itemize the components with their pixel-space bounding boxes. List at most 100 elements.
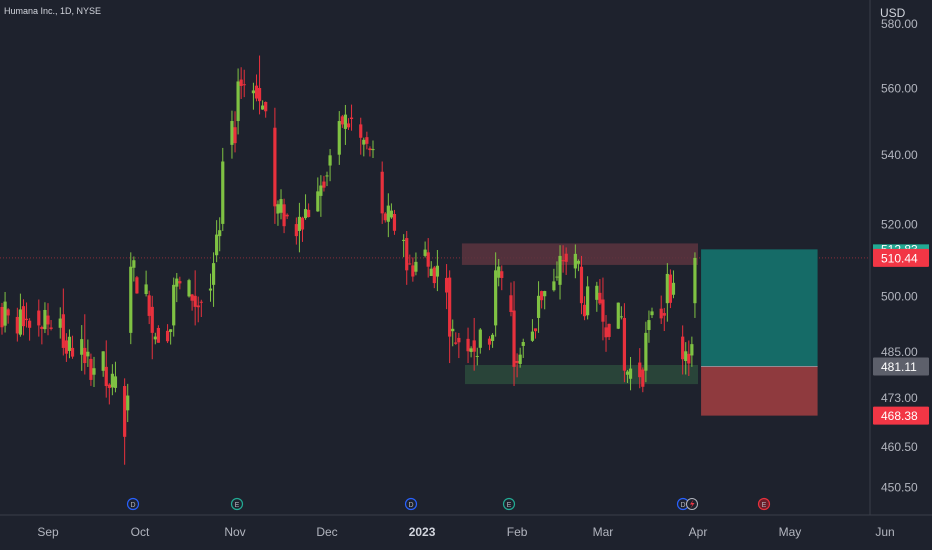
candle-body	[104, 366, 108, 387]
earnings-marker-label: E	[235, 502, 240, 509]
candle-body	[681, 336, 685, 360]
candle-body	[64, 340, 68, 354]
dividend-marker[interactable]: D	[404, 497, 418, 511]
candle-body	[380, 171, 384, 214]
target-price-badge-bg	[873, 244, 929, 250]
time-tick-label: Apr	[689, 525, 708, 539]
candle-body	[279, 199, 283, 213]
candle-body	[435, 265, 439, 277]
candle-body	[236, 81, 240, 122]
candle-body	[582, 304, 587, 317]
target-zone[interactable]	[701, 249, 818, 367]
candle-body	[579, 266, 584, 304]
candle-body	[392, 214, 397, 231]
candle-body	[273, 127, 277, 207]
candle-body	[558, 255, 562, 285]
candle-body	[264, 101, 268, 112]
candle-body	[150, 306, 154, 333]
candle-body	[650, 311, 654, 316]
candle-body	[389, 210, 393, 218]
currency-label[interactable]: USD	[880, 6, 906, 20]
stop-price-badge[interactable]: 468.38	[873, 406, 929, 425]
earnings-marker-label: E	[762, 502, 767, 509]
dividend-marker-circle	[404, 497, 418, 511]
candle-body	[641, 369, 645, 387]
stop-zone[interactable]	[701, 366, 818, 416]
candle-body	[690, 344, 694, 356]
symbol-title[interactable]: Humana Inc., 1D, NYSE	[4, 6, 102, 16]
candle-body	[552, 281, 556, 291]
current-price-badge[interactable]: 510.44	[873, 248, 929, 267]
time-tick-label: Sep	[37, 525, 59, 539]
candle-body	[300, 217, 305, 230]
candle-body	[319, 185, 323, 196]
candle-body	[411, 265, 415, 277]
position-tool[interactable]	[701, 249, 818, 416]
time-tick-label: Feb	[507, 525, 528, 539]
candle-body	[576, 260, 581, 264]
earnings-marker[interactable]: E	[230, 497, 244, 511]
candle-body	[110, 373, 114, 388]
candle-body	[343, 114, 348, 129]
candle-body	[365, 137, 369, 144]
time-tick-label: May	[779, 525, 802, 539]
candle-body	[144, 284, 148, 295]
candle-body	[28, 320, 32, 328]
candle-body	[607, 323, 611, 337]
candle-body	[147, 295, 151, 316]
candle-body	[132, 260, 136, 268]
target-price-badge[interactable]: 512.83	[873, 242, 929, 256]
candle-body	[107, 384, 111, 388]
candle-body	[190, 294, 194, 301]
current-price-badge-text: 510.44	[881, 251, 918, 265]
time-tick-label: Jun	[875, 525, 894, 539]
candle-body	[564, 253, 568, 262]
candle-body	[58, 318, 62, 328]
candle-body	[169, 329, 173, 332]
candle-body	[349, 117, 354, 120]
candle-body	[340, 116, 344, 125]
earnings-marker-circle	[757, 497, 771, 511]
current-price-badge-bg	[873, 248, 929, 267]
split-marker[interactable]	[686, 498, 698, 510]
candle-body	[21, 306, 26, 327]
candle-body	[478, 329, 482, 348]
candle-body	[156, 327, 160, 343]
candle-body	[126, 395, 130, 411]
candles-layer	[0, 55, 697, 465]
earnings-marker[interactable]: E	[502, 497, 516, 511]
candle-body	[647, 320, 651, 331]
time-tick-label: Nov	[224, 525, 245, 539]
candle-body	[239, 79, 243, 86]
candle-body	[325, 175, 329, 177]
candle-body	[15, 316, 19, 334]
candle-body	[555, 276, 559, 278]
candle-body	[490, 334, 495, 341]
entry-price-badge[interactable]: 481.11	[873, 357, 929, 376]
dividend-marker[interactable]: D	[126, 497, 140, 511]
candle-body	[595, 285, 599, 300]
candle-body	[687, 353, 691, 364]
candle-body	[285, 214, 289, 217]
candle-body	[18, 309, 23, 335]
candle-body	[129, 266, 133, 333]
earnings-marker[interactable]: E	[757, 497, 771, 511]
price-tick-label: 450.50	[881, 481, 918, 495]
candle-body	[601, 299, 605, 322]
dividend-marker-label: D	[130, 502, 135, 509]
candle-body	[165, 330, 170, 342]
price-tick-label: 540.00	[881, 148, 918, 162]
candle-body	[573, 253, 577, 269]
candle-body	[43, 309, 47, 330]
stop-price-badge-bg	[873, 406, 929, 425]
time-tick-label: Mar	[593, 525, 614, 539]
candle-body	[113, 376, 118, 388]
candle-body	[405, 238, 409, 271]
candle-body	[211, 263, 216, 285]
candle-body	[586, 286, 590, 316]
candle-body	[494, 270, 498, 326]
candle-body	[307, 209, 311, 218]
price-tick-label: 580.00	[881, 17, 918, 31]
